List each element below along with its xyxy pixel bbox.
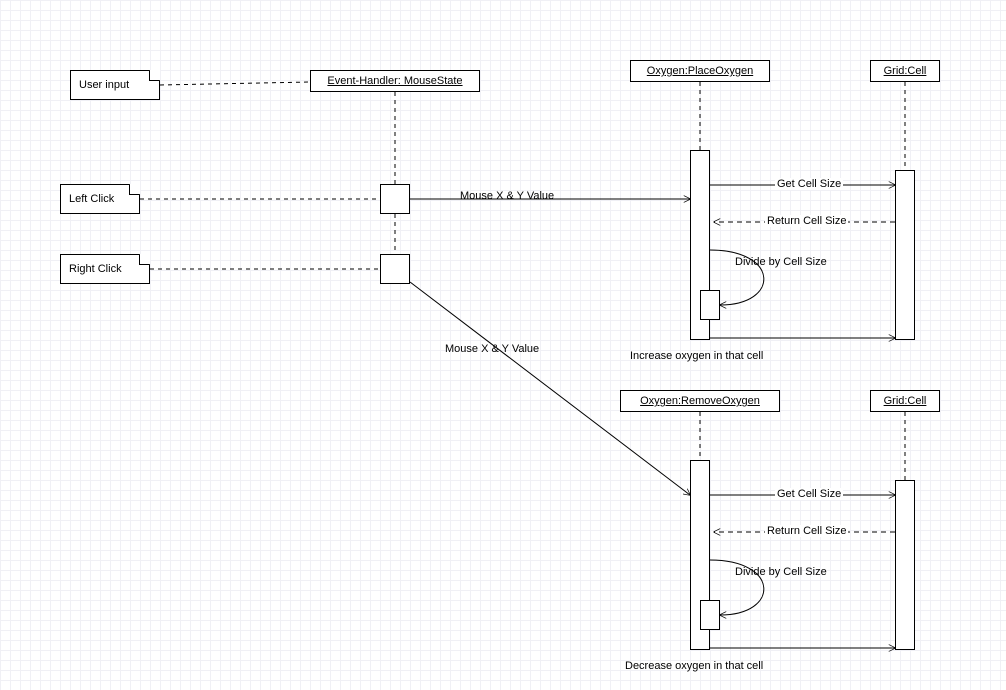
msg-divide-1: Divide by Cell Size — [735, 256, 827, 268]
msg-divide-2: Divide by Cell Size — [735, 566, 827, 578]
activation-remove-sub — [700, 600, 720, 630]
diagram-canvas: User input Left Click Right Click Event-… — [0, 0, 1006, 690]
note-user-input: User input — [70, 70, 160, 100]
msg-return-cell-size-2: Return Cell Size — [765, 525, 848, 537]
lifeline-grid-cell-2: Grid:Cell — [870, 390, 940, 412]
note-label: User input — [79, 79, 129, 91]
msg-return-cell-size-1: Return Cell Size — [765, 215, 848, 227]
note-label: Right Click — [69, 263, 122, 275]
msg-increase-oxygen: Increase oxygen in that cell — [630, 350, 763, 362]
activation-grid-1 — [895, 170, 915, 340]
lifeline-label: Oxygen:PlaceOxygen — [647, 65, 753, 77]
msg-mouse-xy-1: Mouse X & Y Value — [460, 190, 554, 202]
lifeline-place-oxygen: Oxygen:PlaceOxygen — [630, 60, 770, 82]
lifeline-label: Grid:Cell — [884, 65, 927, 77]
activation-event-1 — [380, 184, 410, 214]
lifeline-event-handler: Event-Handler: MouseState — [310, 70, 480, 92]
lifeline-label: Event-Handler: MouseState — [327, 75, 462, 87]
msg-get-cell-size-2: Get Cell Size — [775, 488, 843, 500]
msg-decrease-oxygen: Decrease oxygen in that cell — [625, 660, 763, 672]
lifeline-remove-oxygen: Oxygen:RemoveOxygen — [620, 390, 780, 412]
msg-mouse-xy-2: Mouse X & Y Value — [445, 343, 539, 355]
activation-event-2 — [380, 254, 410, 284]
lifeline-label: Oxygen:RemoveOxygen — [640, 395, 760, 407]
note-label: Left Click — [69, 193, 114, 205]
msg-get-cell-size-1: Get Cell Size — [775, 178, 843, 190]
lifeline-label: Grid:Cell — [884, 395, 927, 407]
note-right-click: Right Click — [60, 254, 150, 284]
activation-place-sub — [700, 290, 720, 320]
note-left-click: Left Click — [60, 184, 140, 214]
activation-grid-2 — [895, 480, 915, 650]
lifeline-grid-cell-1: Grid:Cell — [870, 60, 940, 82]
